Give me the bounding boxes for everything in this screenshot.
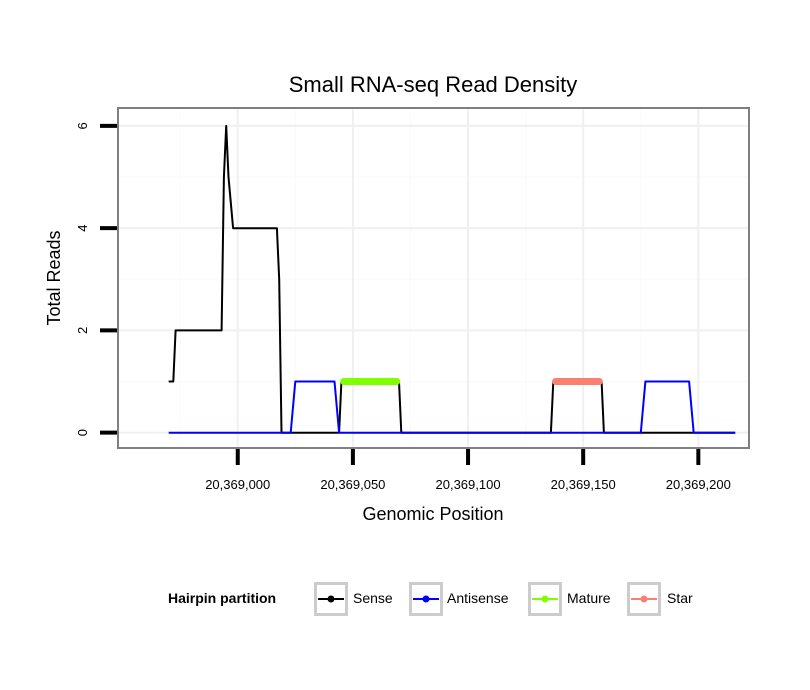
y-tick-label: 6 [75,122,90,129]
y-tick-label: 0 [75,429,90,436]
x-axis-title: Genomic Position [362,504,503,524]
x-tick-label: 20,369,050 [320,477,385,492]
x-tick-label: 20,369,000 [205,477,270,492]
legend-label-mature: Mature [567,590,611,606]
x-tick-label: 20,369,100 [436,477,501,492]
plot-panel [118,108,749,448]
series-line-antisense [168,380,736,434]
legend-point-mature [541,595,549,603]
legend-point-sense [327,595,335,603]
legend-label-sense: Sense [353,590,393,606]
x-axis: 20,369,000 20,369,050 20,369,100 20,369,150… [205,449,731,492]
chart-title: Small RNA-seq Read Density [289,72,578,97]
y-axis-title: Total Reads [44,230,64,325]
legend-label-star: Star [667,590,693,606]
legend-point-star [640,595,648,603]
y-axis: 0 2 4 6 [75,122,117,436]
x-tick-label: 20,369,150 [551,477,616,492]
legend-label-antisense: Antisense [447,590,509,606]
series-layer [168,124,736,434]
plot-border [117,107,750,449]
x-tick-label: 20,369,200 [666,477,731,492]
y-tick-label: 4 [75,225,90,232]
y-tick-label: 2 [75,327,90,334]
legend: Hairpin partition Sense Antisense Mature St… [168,582,693,616]
legend-point-antisense [422,595,430,603]
legend-title: Hairpin partition [168,590,276,606]
